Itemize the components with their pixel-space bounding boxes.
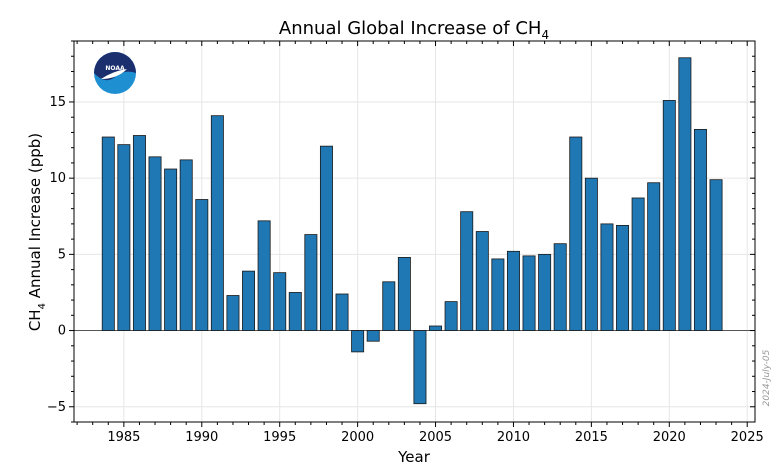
bar-2002: [382, 281, 396, 331]
y-tick-label: 10: [49, 171, 66, 186]
bar-2004: [413, 330, 427, 405]
bar-2006: [444, 301, 458, 331]
bar-1985: [117, 144, 131, 331]
bar-2018: [631, 197, 645, 331]
x-tick-label: 2015: [575, 430, 608, 445]
y-tick-label: −5: [47, 400, 66, 415]
bar-2021: [678, 57, 692, 331]
y-tick-label: 0: [58, 324, 66, 339]
bar-1996: [288, 292, 302, 331]
x-tick-label: 2020: [653, 430, 686, 445]
x-tick-label: 1985: [107, 430, 140, 445]
bar-2012: [538, 253, 552, 331]
y-axis-ticks: −5 0 5 10 15: [47, 40, 755, 423]
plot-frame: [73, 40, 756, 423]
bar-2011: [522, 255, 536, 331]
chart-title: Annual Global Increase of CH4: [279, 18, 549, 42]
bar-1993: [242, 270, 256, 331]
bar-1990: [195, 199, 209, 331]
bar-1995: [273, 272, 287, 331]
bar-2017: [616, 225, 630, 331]
bar-1997: [304, 234, 318, 331]
bar-2008: [475, 231, 489, 331]
bar-1998: [319, 145, 333, 331]
date-stamp: 2024-July-05: [762, 349, 772, 406]
bar-2022: [693, 128, 707, 331]
bar-2005: [429, 325, 443, 331]
bar-1992: [226, 295, 240, 331]
bar-2003: [397, 257, 411, 331]
bar-2007: [460, 211, 474, 331]
bar-2023: [709, 179, 723, 331]
bars: [101, 57, 723, 405]
bar-2009: [491, 258, 505, 331]
x-tick-label: 2005: [419, 430, 452, 445]
x-tick-label: 1990: [185, 430, 218, 445]
noaa-logo-text: NOAA: [105, 65, 125, 72]
bar-2000: [351, 330, 365, 353]
noaa-logo-gull: [101, 69, 127, 79]
x-tick-label: 2025: [731, 430, 764, 445]
y-tick-label: 5: [58, 247, 66, 262]
bar-1999: [335, 293, 349, 331]
bar-1988: [164, 168, 178, 331]
bar-1986: [132, 135, 146, 331]
bar-2019: [647, 182, 661, 331]
noaa-logo-top: [94, 52, 136, 81]
x-tick-label: 1995: [263, 430, 296, 445]
bar-2020: [662, 100, 676, 331]
bar-2013: [553, 243, 567, 331]
noaa-logo: NOAA: [94, 52, 136, 94]
x-axis-ticks: 1985 1990 1995 2000 2005 2010 2015 2020 2025: [76, 41, 764, 445]
x-tick-label: 2010: [497, 430, 530, 445]
x-tick-label: 2000: [341, 430, 374, 445]
bar-1989: [179, 159, 193, 331]
bar-2015: [584, 177, 598, 331]
bar-2014: [569, 136, 583, 331]
bar-1984: [101, 136, 115, 331]
y-axis-label: CH4 Annual Increase (ppb): [26, 133, 48, 331]
bar-2016: [600, 223, 614, 331]
bar-2010: [506, 250, 520, 331]
bar-1987: [148, 156, 162, 331]
x-axis-label: Year: [397, 448, 431, 466]
bar-1994: [257, 220, 271, 331]
y-tick-label: 15: [49, 95, 66, 110]
bar-2001: [366, 330, 380, 342]
bar-1991: [210, 115, 224, 331]
